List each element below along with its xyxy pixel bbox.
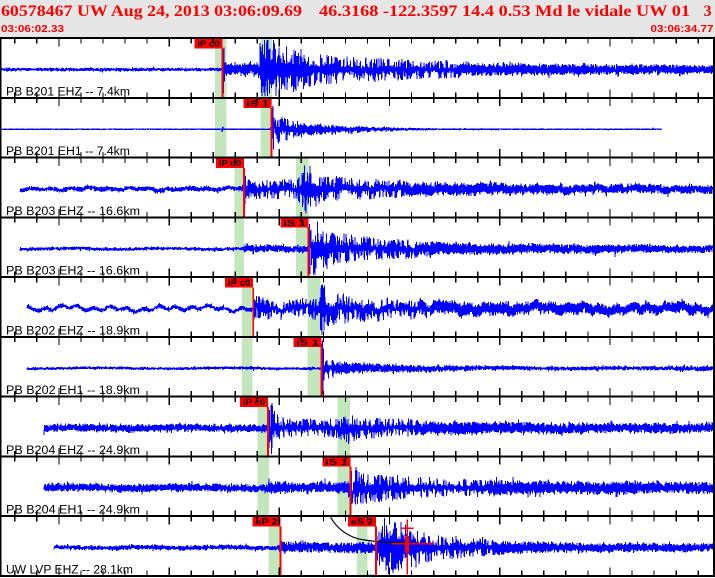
svg-text:eS 2: eS 2 [351, 518, 374, 527]
svg-text:PB B204 EH1 -- 24.9km: PB B204 EH1 -- 24.9km [6, 505, 140, 517]
svg-text:PB B201 EHZ -- 7.4km: PB B201 EHZ -- 7.4km [6, 87, 130, 99]
svg-text:PB B202 EH1 -- 18.9km: PB B202 EH1 -- 18.9km [6, 385, 140, 397]
svg-text:03:06:02.33: 03:06:02.33 [1, 24, 64, 35]
svg-text:PB B203 EHZ -- 16.6km: PB B203 EHZ -- 16.6km [6, 206, 140, 218]
svg-text:46.3168 -122.3597 14.4 0.53 Md: 46.3168 -122.3597 14.4 0.53 Md le vidale… [319, 2, 690, 20]
svg-text:iP c0: iP c0 [228, 279, 251, 288]
svg-text:60578467 UW Aug 24, 2013 03:06: 60578467 UW Aug 24, 2013 03:06:09.69 [1, 2, 302, 20]
svg-text:PB B201 EH1 -- 7.4km: PB B201 EH1 -- 7.4km [6, 146, 130, 158]
svg-text:iP c0: iP c0 [243, 398, 266, 407]
svg-text:eP 2: eP 2 [255, 518, 278, 527]
svg-text:03:06:34.77: 03:06:34.77 [651, 24, 714, 35]
svg-text:PB B202 EHZ -- 18.9km: PB B202 EHZ -- 18.9km [6, 326, 140, 338]
svg-text:iP d0: iP d0 [219, 159, 242, 168]
svg-text:3: 3 [704, 2, 712, 20]
svg-text:PB B204 EHZ -- 24.9km: PB B204 EHZ -- 24.9km [6, 445, 140, 457]
svg-text:UW LVP EHZ -- 28.1km: UW LVP EHZ -- 28.1km [6, 565, 133, 577]
svg-text:iS 1: iS 1 [283, 219, 306, 228]
svg-text:iS 1: iS 1 [325, 458, 348, 467]
svg-text:iP c0: iP c0 [197, 40, 220, 49]
svg-text:iS 1: iS 1 [296, 339, 319, 348]
svg-text:iS 1: iS 1 [246, 100, 269, 109]
svg-text:PB B203 EH2 -- 16.6km: PB B203 EH2 -- 16.6km [6, 266, 140, 278]
